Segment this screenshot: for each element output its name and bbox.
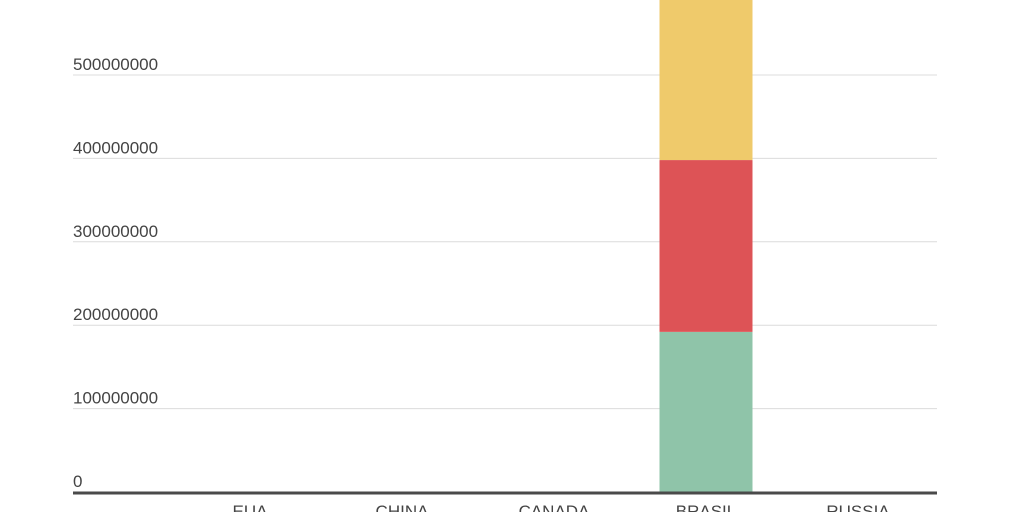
x-tick-label: EUA — [233, 502, 269, 512]
y-tick-label: 100000000 — [73, 389, 158, 408]
bar-segment-brasil-1 — [659, 160, 753, 332]
x-tick-label: CANADA — [519, 502, 591, 512]
bar-segment-brasil-2 — [659, 0, 753, 161]
y-tick-label: 400000000 — [73, 138, 158, 157]
x-tick-label: CHINA — [376, 502, 430, 512]
y-tick-label: 300000000 — [73, 222, 158, 241]
x-tick-label: RUSSIA — [826, 502, 890, 512]
y-tick-label: 200000000 — [73, 305, 158, 324]
y-tick-label: 0 — [73, 472, 82, 491]
y-tick-label: 500000000 — [73, 55, 158, 74]
bar-segment-brasil-0 — [659, 331, 753, 492]
x-tick-label: BRASIL — [676, 502, 736, 512]
